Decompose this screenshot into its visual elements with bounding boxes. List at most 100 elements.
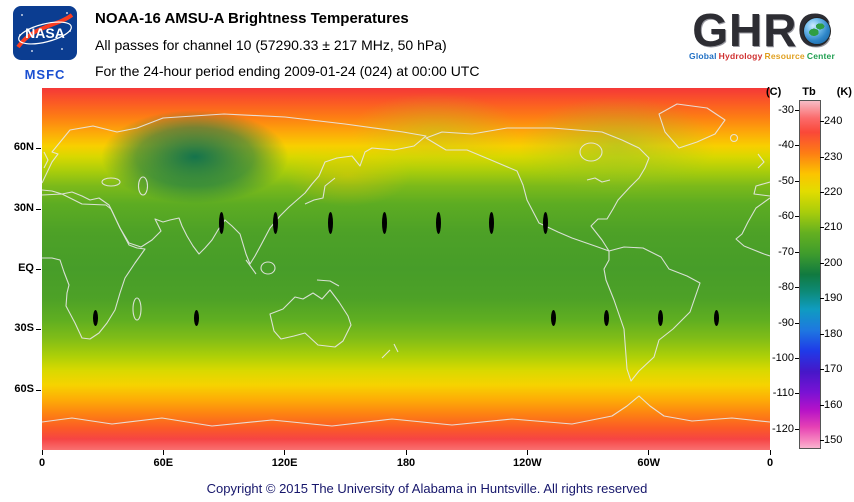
nasa-insignia-icon: NASA <box>13 6 77 60</box>
colorbar-kelvin-label: 210 <box>824 221 843 234</box>
y-axis-label: 60S <box>14 382 34 395</box>
colorbar-kelvin-tick <box>820 192 824 194</box>
colorbar-kelvin-tick <box>820 156 824 158</box>
gap-artifact <box>381 212 387 235</box>
x-axis-tick <box>405 450 407 455</box>
copyright-line: Copyright © 2015 The University of Alaba… <box>206 481 648 496</box>
y-axis-label: 60N <box>13 141 34 154</box>
colorbar-celsius-tick <box>795 393 799 395</box>
x-axis-label: 60E <box>153 457 174 469</box>
x-axis-label: 0 <box>766 457 774 469</box>
colorbar-kelvin-label: 170 <box>824 363 843 376</box>
colorbar-celsius-label: -110 <box>772 387 794 400</box>
colorbar-kelvin-tick <box>820 121 824 123</box>
ghrc-tagline-word: Resource <box>764 51 805 61</box>
colorbar-kelvin-tick <box>820 369 824 371</box>
colorbar-celsius-tick <box>795 322 799 324</box>
colorbar-celsius-tick <box>795 251 799 253</box>
colorbar-celsius-tick <box>795 428 799 430</box>
x-axis-tick <box>648 450 650 455</box>
colorbar-celsius-tick <box>795 145 799 147</box>
colorbar-celsius-label: -90 <box>778 316 794 329</box>
colorbar-celsius-tick <box>795 287 799 289</box>
x-axis-tick <box>284 450 286 455</box>
colorbar-celsius-tick <box>795 216 799 218</box>
gap-artifact <box>489 212 495 235</box>
globe-icon <box>802 17 831 45</box>
gap-artifact <box>713 309 719 326</box>
title-line-1: NOAA-16 AMSU-A Brightness Temperatures <box>95 10 409 27</box>
x-axis-label: 0 <box>38 457 46 469</box>
colorbar <box>799 100 821 449</box>
colorbar-celsius-label: -70 <box>778 245 794 258</box>
plot-titles: NOAA-16 AMSU-A Brightness Temperatures A… <box>95 6 479 84</box>
ghrc-tagline-word: Hydrology <box>718 51 763 61</box>
x-axis-label: 120E <box>271 457 298 469</box>
colorbar-kelvin-tick <box>820 333 824 335</box>
colorbar-kelvin-label: 230 <box>824 150 843 163</box>
colorbar-kelvin-label: 150 <box>824 433 843 446</box>
colorbar-units-kelvin: (K) <box>836 86 852 98</box>
y-axis-tick <box>36 329 41 331</box>
x-axis-tick <box>769 450 771 455</box>
gap-artifact <box>327 212 333 235</box>
x-axis-label: 60W <box>637 457 660 469</box>
title-line-2: All passes for channel 10 (57290.33 ± 21… <box>95 37 447 53</box>
nasa-wordmark: NASA <box>25 25 65 41</box>
x-axis-tick <box>162 450 164 455</box>
gap-artifact <box>92 309 98 326</box>
colorbar-kelvin-label: 220 <box>824 186 843 199</box>
colorbar-celsius-label: -120 <box>771 422 794 435</box>
colorbar-kelvin-label: 200 <box>824 256 843 269</box>
gap-artifact <box>658 309 664 326</box>
gap-artifact <box>193 309 199 326</box>
colorbar-celsius-tick <box>795 180 799 182</box>
brightness-temperature-map <box>42 88 770 450</box>
colorbar-kelvin-tick <box>820 227 824 229</box>
colorbar-kelvin-label: 160 <box>824 398 843 411</box>
ghrc-tagline-word: Center <box>806 51 835 61</box>
y-axis-tick <box>36 148 41 150</box>
colorbar-celsius-label: -30 <box>778 104 794 117</box>
y-axis-label: 30N <box>13 201 34 214</box>
y-axis-label: 30S <box>14 322 34 335</box>
ghrc-wordmark: GHRC <box>692 2 831 58</box>
msfc-label: MSFC <box>24 67 66 82</box>
colorbar-celsius-label: -40 <box>778 139 794 152</box>
colorbar-celsius-label: -60 <box>778 210 794 223</box>
y-axis-tick <box>36 208 41 210</box>
colorbar-kelvin-tick <box>820 404 824 406</box>
gap-artifact <box>543 212 549 235</box>
gap-artifact <box>435 212 441 235</box>
x-axis-label: 180 <box>396 457 416 469</box>
colorbar-units-celsius: (C) <box>766 86 782 98</box>
x-axis-tick <box>526 450 528 455</box>
nasa-msfc-logo: NASA MSFC <box>10 5 80 82</box>
title-line-3: For the 24-hour period ending 2009-01-24… <box>95 63 480 79</box>
colorbar-header: (C) Tb (K) <box>766 86 852 98</box>
y-axis-tick <box>36 269 41 270</box>
colorbar-kelvin-tick <box>820 298 824 300</box>
colorbar-kelvin-tick <box>820 439 824 441</box>
y-axis-tick <box>36 389 41 391</box>
ghrc-tagline: Global Hydrology Resource Center <box>676 51 848 61</box>
coastlines-overlay <box>42 103 770 427</box>
colorbar-celsius-tick <box>795 110 799 112</box>
gap-artifact <box>273 212 279 235</box>
colorbar-kelvin-label: 240 <box>824 115 843 128</box>
colorbar-kelvin-label: 190 <box>824 292 843 305</box>
x-axis-label: 120W <box>512 457 542 469</box>
colorbar-quantity-label: Tb <box>802 86 816 98</box>
gap-artifact <box>550 309 556 326</box>
ghrc-logo: GHRC Global Hydrology Resource Center <box>676 2 848 61</box>
x-axis-tick <box>41 450 43 455</box>
colorbar-celsius-label: -80 <box>778 281 794 294</box>
y-axis-label: EQ <box>18 262 34 274</box>
gap-artifact <box>604 309 610 326</box>
gap-artifact <box>219 212 225 235</box>
colorbar-celsius-label: -100 <box>771 351 794 364</box>
colorbar-kelvin-label: 180 <box>824 327 843 340</box>
colorbar-kelvin-tick <box>820 262 824 264</box>
ghrc-tagline-word: Global <box>689 51 717 61</box>
